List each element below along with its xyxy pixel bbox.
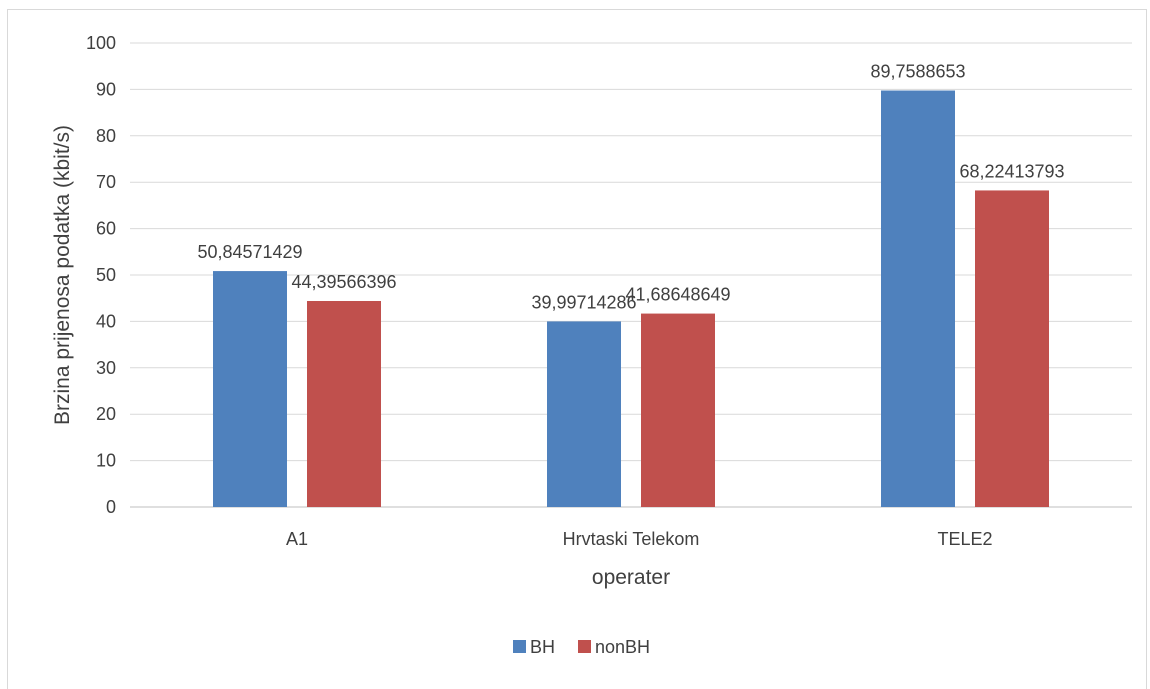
x-axis-categories: A1 Hrvtaski Telekom TELE2	[286, 529, 993, 549]
x-category-label: A1	[286, 529, 308, 549]
legend-label-bh: BH	[530, 637, 555, 657]
data-label: 68,22413793	[959, 161, 1064, 181]
legend-label-nonbh: nonBH	[595, 637, 650, 657]
data-labels: 50,84571429 44,39566396 39,9971428641,6864…	[197, 62, 1064, 313]
data-label: 89,7588653	[870, 62, 965, 82]
y-tick-label: 20	[96, 404, 116, 424]
bars	[213, 90, 1049, 508]
chart-frame	[7, 9, 1147, 689]
data-label: 44,39566396	[291, 272, 396, 292]
legend-swatch-bh	[513, 640, 526, 653]
gridlines	[130, 42, 1132, 508]
y-tick-label: 50	[96, 265, 116, 285]
y-tick-label: 90	[96, 79, 116, 99]
x-axis-title: operater	[592, 566, 670, 589]
y-tick-label: 40	[96, 311, 116, 331]
y-tick-label: 70	[96, 172, 116, 192]
bar-bh-0	[213, 271, 287, 507]
y-tick-label: 30	[96, 358, 116, 378]
y-tick-label: 60	[96, 219, 116, 239]
data-label: 50,84571429	[197, 242, 302, 262]
x-category-label: TELE2	[937, 529, 992, 549]
x-category-label: Hrvtaski Telekom	[563, 529, 700, 549]
bar-bh-1	[547, 321, 621, 507]
data-label: 41,68648649	[625, 285, 730, 305]
y-axis-ticks: 0 10 20 30 40 50 60 70 80 90 100	[86, 33, 116, 517]
y-tick-label: 80	[96, 126, 116, 146]
bar-nonbh-0	[307, 301, 381, 507]
legend-swatch-nonbh	[578, 640, 591, 653]
y-tick-label: 10	[96, 451, 116, 471]
legend: BH nonBH	[513, 637, 650, 657]
y-tick-label: 0	[106, 497, 116, 517]
data-label: 39,99714286	[531, 292, 636, 312]
bar-nonbh-2	[975, 190, 1049, 507]
y-axis-title: Brzina prijenosa podatka (kbit/s)	[51, 125, 74, 425]
bar-bh-2	[881, 90, 955, 508]
y-tick-label: 100	[86, 33, 116, 53]
bar-nonbh-1	[641, 313, 715, 507]
